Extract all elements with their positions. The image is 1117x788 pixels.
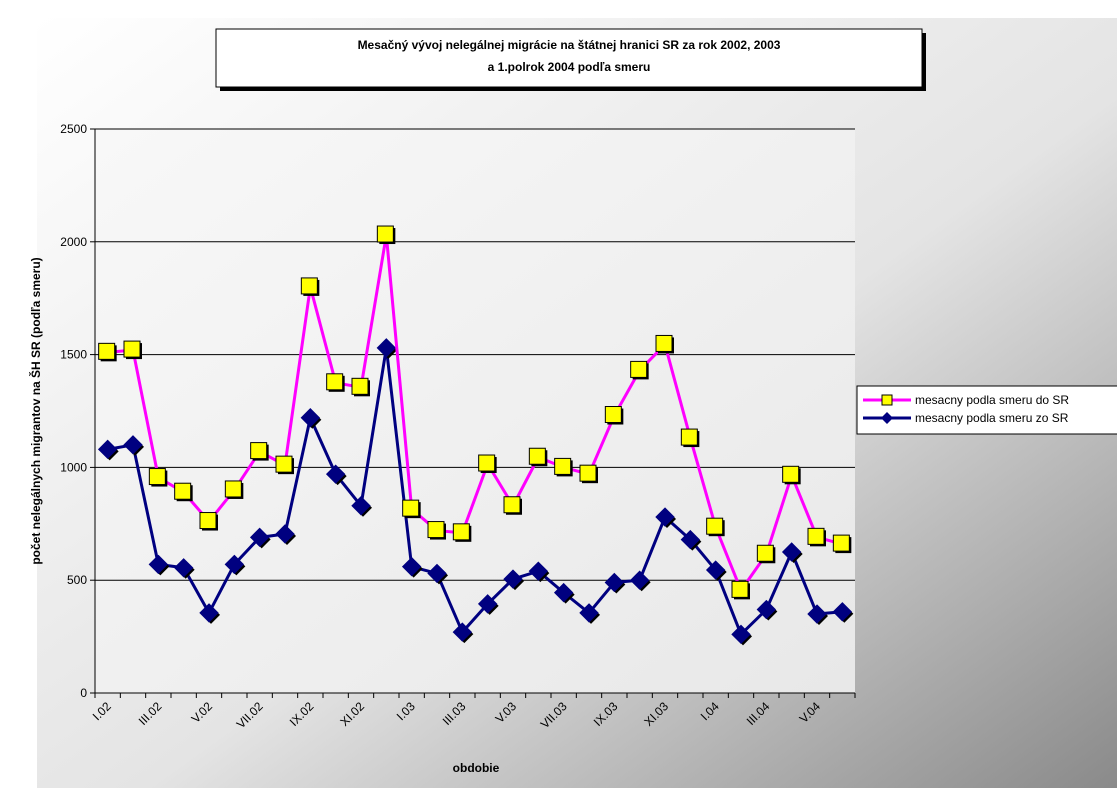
marker	[781, 542, 802, 562]
marker	[402, 499, 420, 517]
marker	[123, 340, 141, 358]
series-markers	[98, 225, 852, 600]
marker	[174, 482, 192, 500]
marker	[528, 447, 546, 465]
marker	[300, 277, 318, 295]
marker	[427, 521, 445, 539]
marker	[275, 455, 293, 473]
marker	[477, 594, 498, 614]
marker	[452, 523, 470, 541]
marker	[376, 338, 397, 358]
marker	[300, 408, 321, 428]
marker	[680, 529, 701, 550]
marker	[148, 554, 169, 575]
title-box	[215, 28, 923, 88]
marker	[705, 560, 726, 580]
marker	[604, 572, 625, 593]
marker	[756, 544, 774, 562]
marker	[478, 454, 496, 472]
marker	[604, 406, 622, 424]
marker	[199, 512, 217, 530]
marker	[401, 556, 422, 577]
marker	[655, 334, 673, 352]
marker	[731, 624, 751, 645]
y-tick-label: 0	[80, 686, 87, 700]
y-tick-label: 500	[67, 573, 87, 587]
marker	[807, 604, 827, 624]
marker	[173, 558, 194, 578]
series-markers	[97, 338, 854, 646]
marker	[706, 517, 724, 535]
marker	[351, 377, 369, 395]
marker	[249, 527, 270, 548]
y-tick-label: 2500	[60, 122, 87, 136]
marker	[325, 464, 346, 484]
legend-label: mesacny podla smeru do SR	[915, 393, 1069, 407]
marker	[680, 428, 698, 446]
x-axis-title: obdobie	[453, 761, 500, 775]
marker	[629, 570, 650, 590]
y-tick-label: 1000	[60, 460, 87, 474]
marker	[123, 435, 143, 455]
chart-title: a 1.polrok 2004 podľa smeru	[488, 60, 651, 74]
marker	[250, 442, 268, 460]
y-tick-label: 2000	[60, 235, 87, 249]
legend-marker	[881, 394, 893, 406]
marker	[224, 480, 242, 498]
marker	[807, 527, 825, 545]
marker	[275, 524, 295, 544]
legend-box	[856, 385, 1117, 435]
legend-marker	[881, 412, 893, 424]
series-line	[107, 346, 843, 636]
marker	[503, 569, 523, 589]
marker	[579, 464, 597, 482]
y-axis-title: počet nelegálnych migrantov na ŠH SR (po…	[28, 257, 43, 564]
marker	[148, 468, 166, 486]
marker	[452, 622, 473, 642]
marker	[351, 496, 371, 516]
marker	[503, 496, 521, 514]
marker	[832, 602, 853, 622]
marker	[224, 554, 245, 575]
marker	[579, 603, 599, 623]
legend-label: mesacny podla smeru zo SR	[915, 411, 1069, 425]
marker	[782, 465, 800, 483]
marker	[756, 599, 777, 620]
marker	[326, 373, 344, 391]
marker	[528, 561, 549, 581]
marker	[731, 580, 749, 598]
chart-title: Mesačný vývoj nelegálnej migrácie na štá…	[358, 38, 781, 52]
marker	[97, 439, 118, 460]
marker	[832, 534, 850, 552]
marker	[376, 225, 394, 243]
marker	[554, 457, 572, 475]
marker	[98, 342, 116, 360]
marker	[655, 507, 675, 527]
marker	[427, 563, 447, 584]
y-tick-label: 1500	[60, 348, 87, 362]
marker	[630, 360, 648, 378]
marker	[553, 582, 574, 603]
marker	[199, 603, 219, 623]
